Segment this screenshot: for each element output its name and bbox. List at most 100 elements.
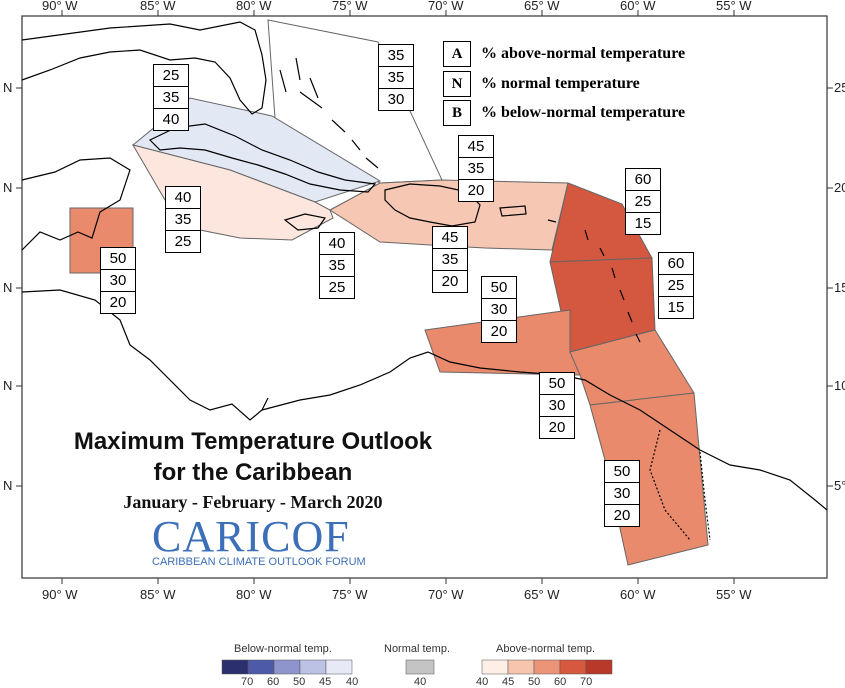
prob-above: 40 bbox=[320, 233, 354, 255]
prob-normal: 35 bbox=[166, 209, 200, 231]
lon-label-bottom: 75° W bbox=[332, 587, 368, 602]
lon-label-bottom: 85° W bbox=[140, 587, 176, 602]
colorbar-tick: 40 bbox=[346, 676, 359, 688]
zone-label-guianas: 50 30 20 bbox=[604, 460, 640, 527]
zone-label-jamaica-south: 40 35 25 bbox=[319, 232, 355, 299]
zone-label-windwards: 60 25 15 bbox=[658, 252, 694, 319]
prob-below: 40 bbox=[162, 111, 180, 128]
graticule-ticks bbox=[16, 10, 833, 584]
colorbar-below-45 bbox=[299, 659, 327, 675]
zone-hispaniola bbox=[329, 179, 569, 251]
colorbar-below-60 bbox=[247, 659, 275, 675]
prob-normal: 35 bbox=[320, 255, 354, 277]
colorbar bbox=[221, 659, 613, 675]
lat-label-right: 20 bbox=[834, 180, 845, 195]
colorbar-above-60 bbox=[559, 659, 587, 675]
prob-normal: 30 bbox=[540, 395, 574, 417]
prob-below: 20 bbox=[467, 182, 485, 199]
zone-label-trinidad: 50 30 20 bbox=[539, 372, 575, 439]
map-period: January - February - March 2020 bbox=[123, 492, 383, 512]
legend-text: % normal temperature bbox=[481, 75, 640, 92]
colorbar-tick: 60 bbox=[554, 676, 567, 688]
prob-below: 15 bbox=[634, 215, 652, 232]
prob-above: 60 bbox=[626, 169, 660, 191]
map-title-line1: Maximum Temperature Outlook bbox=[73, 428, 433, 455]
prob-normal: 30 bbox=[482, 299, 516, 321]
legend-letter: A bbox=[443, 41, 471, 67]
map-title-line2: for the Caribbean bbox=[153, 459, 353, 486]
legend-text: % below-normal temperature bbox=[481, 104, 686, 121]
prob-normal: 35 bbox=[379, 67, 413, 89]
lon-label-bottom: 80° W bbox=[236, 587, 272, 602]
colorbar-above-title: Above-normal temp. bbox=[496, 643, 596, 655]
colorbar-below-70 bbox=[221, 659, 249, 675]
prob-above: 50 bbox=[605, 461, 639, 483]
prob-above: 50 bbox=[482, 277, 516, 299]
colorbar-tick: 60 bbox=[267, 676, 280, 688]
legend-row-above: A % above-normal temperature bbox=[443, 41, 685, 67]
prob-normal: 30 bbox=[605, 483, 639, 505]
prob-normal: 35 bbox=[154, 87, 188, 109]
prob-above: 60 bbox=[659, 253, 693, 275]
lon-label-top: 70° W bbox=[428, 0, 464, 13]
colorbar-tick: 50 bbox=[293, 676, 306, 688]
colorbar-tick: 70 bbox=[580, 676, 593, 688]
legend-row-below: B % below-normal temperature bbox=[443, 100, 685, 126]
lon-label-top: 90° W bbox=[42, 0, 78, 13]
prob-normal: 35 bbox=[433, 249, 467, 271]
legend-text: % above-normal temperature bbox=[481, 45, 686, 62]
prob-normal: 30 bbox=[101, 270, 135, 292]
coast-central-america bbox=[21, 157, 269, 421]
lon-label-top: 80° W bbox=[236, 0, 272, 13]
coast-hispaniola bbox=[384, 183, 481, 227]
prob-below: 20 bbox=[490, 323, 508, 340]
zone-label-hispaniola-north: 45 35 20 bbox=[458, 135, 494, 202]
colorbar-tick: 70 bbox=[241, 676, 254, 688]
lon-label-bottom: 55° W bbox=[716, 587, 752, 602]
coast-puerto-rico bbox=[499, 205, 527, 217]
legend-letter: B bbox=[443, 100, 471, 126]
colorbar-above-50 bbox=[533, 659, 561, 675]
lat-label-right: 25 bbox=[834, 80, 845, 95]
colorbar-above-70 bbox=[585, 659, 613, 675]
lon-label-bottom: 90° W bbox=[42, 587, 78, 602]
colorbar-tick: 45 bbox=[502, 676, 515, 688]
lat-label-right: 5° bbox=[834, 478, 845, 493]
legend-row-normal: N % normal temperature bbox=[443, 71, 640, 97]
colorbar-below-40 bbox=[325, 659, 353, 675]
coast-lesser-antilles bbox=[547, 219, 641, 343]
prob-below: 25 bbox=[174, 233, 192, 250]
prob-below: 20 bbox=[441, 273, 459, 290]
lat-label-left: N bbox=[3, 280, 13, 295]
coast-guianas-borders bbox=[649, 429, 711, 541]
zone-label-abc: 50 30 20 bbox=[481, 276, 517, 343]
lat-label-right: 10 bbox=[834, 378, 845, 393]
zone-label-bahamas: 35 35 30 bbox=[378, 44, 414, 111]
caricof-logo: CARICOF bbox=[152, 512, 350, 561]
zone-label-hispaniola-pr: 45 35 20 bbox=[432, 226, 468, 293]
coast-jamaica bbox=[283, 213, 327, 231]
prob-above: 25 bbox=[154, 65, 188, 87]
caricof-logo-subtitle: CARIBBEAN CLIMATE OUTLOOK FORUM bbox=[152, 556, 366, 568]
colorbar-tick: 45 bbox=[319, 676, 332, 688]
lat-label-left: N bbox=[3, 478, 13, 493]
lat-label-left: N bbox=[3, 378, 13, 393]
colorbar-above-40 bbox=[481, 659, 509, 675]
prob-above: 35 bbox=[379, 45, 413, 67]
prob-normal: 35 bbox=[459, 158, 493, 180]
lat-label-left: N bbox=[3, 180, 13, 195]
colorbar-below-50 bbox=[273, 659, 301, 675]
prob-above: 50 bbox=[540, 373, 574, 395]
prob-below: 20 bbox=[613, 507, 631, 524]
prob-normal: 25 bbox=[659, 275, 693, 297]
prob-normal: 25 bbox=[626, 191, 660, 213]
lon-label-bottom: 60° W bbox=[620, 587, 656, 602]
lon-label-bottom: 65° W bbox=[524, 587, 560, 602]
colorbar-below-title: Below-normal temp. bbox=[234, 643, 332, 655]
lon-label-top: 55° W bbox=[716, 0, 752, 13]
zone-label-belize: 50 30 20 bbox=[100, 247, 136, 314]
lon-label-bottom: 70° W bbox=[428, 587, 464, 602]
colorbar-normal-40 bbox=[405, 659, 435, 675]
prob-below: 25 bbox=[328, 279, 346, 296]
